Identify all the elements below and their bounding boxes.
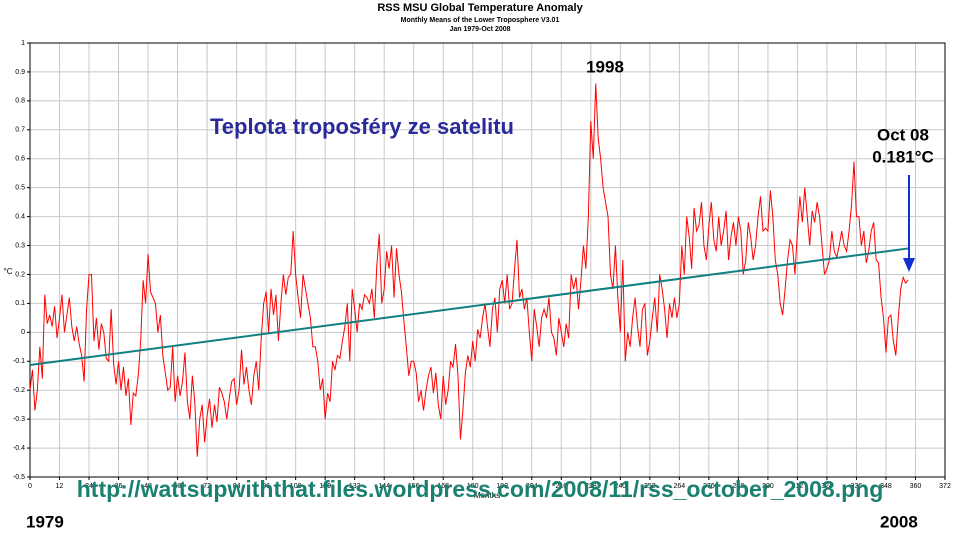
x-tick-label: 324 [821, 483, 833, 490]
x-tick-label: 216 [555, 483, 567, 490]
x-tick-label: 132 [349, 483, 361, 490]
x-tick-label: 264 [674, 483, 686, 490]
y-tick-label: 0.9 [15, 69, 25, 76]
y-axis-label: °C [4, 267, 13, 276]
x-tick-label: 252 [644, 483, 656, 490]
x-tick-label: 228 [585, 483, 597, 490]
date-range: Jan 1979-Oct 2008 [449, 26, 510, 33]
x-tick-label: 96 [262, 483, 270, 490]
y-tick-label: -0.4 [13, 445, 25, 452]
x-tick-label: 276 [703, 483, 715, 490]
x-axis-label: Months [474, 491, 500, 500]
x-tick-label: 372 [939, 483, 951, 490]
x-tick-label: 240 [614, 483, 626, 490]
annotation: 0.181°C [872, 147, 934, 166]
chart-subtitle: Monthly Means of the Lower Troposphere V… [401, 17, 560, 24]
annotation: 1998 [586, 57, 624, 76]
x-tick-label: 0 [28, 483, 32, 490]
x-tick-label: 360 [910, 483, 922, 490]
x-tick-label: 12 [56, 483, 64, 490]
x-tick-label: 60 [174, 483, 182, 490]
annotation: Oct 08 [877, 125, 929, 144]
y-tick-label: 0.1 [15, 300, 25, 307]
y-tick-label: 0 [21, 329, 25, 336]
y-tick-label: -0.2 [13, 387, 25, 394]
y-tick-label: 1 [21, 40, 25, 47]
y-tick-label: 0.7 [15, 127, 25, 134]
x-tick-label: 84 [233, 483, 241, 490]
y-tick-label: -0.1 [13, 358, 25, 365]
y-tick-label: 0.3 [15, 242, 25, 249]
x-tick-label: 108 [290, 483, 302, 490]
x-tick-label: 288 [733, 483, 745, 490]
y-tick-label: -0.5 [13, 474, 25, 481]
annotation: 2008 [880, 512, 918, 531]
annotation: http://wattsupwiththat.files.wordpress.c… [77, 476, 884, 502]
y-tick-label: 0.2 [15, 271, 25, 278]
arrow-head [903, 258, 915, 272]
annotation: 1979 [26, 512, 64, 531]
x-tick-label: 24 [85, 483, 93, 490]
x-tick-label: 36 [115, 483, 123, 490]
x-tick-label: 348 [880, 483, 892, 490]
x-tick-label: 336 [851, 483, 863, 490]
plot-background [30, 43, 945, 477]
plot-area: 0 12 24 36 48 60 72 84 96 108 120 132 144 156 168 180 19… [13, 40, 951, 490]
y-tick-label: 0.5 [15, 185, 25, 192]
y-tick-label: 0.6 [15, 156, 25, 163]
annotation: Teplota troposféry ze satelitu [210, 114, 514, 139]
x-tick-label: 156 [408, 483, 420, 490]
plot-border [29, 42, 946, 478]
y-tick-label: 0.8 [15, 98, 25, 105]
x-tick-label: 72 [203, 483, 211, 490]
x-tick-label: 192 [496, 483, 508, 490]
x-tick-label: 144 [378, 483, 390, 490]
data-line [29, 83, 909, 457]
x-tick-label: 312 [792, 483, 804, 490]
y-tick-label: -0.3 [13, 416, 25, 423]
y-tick-label: 0.4 [15, 213, 25, 220]
x-tick-label: 300 [762, 483, 774, 490]
x-tick-label: 168 [437, 483, 449, 490]
x-tick-label: 180 [467, 483, 479, 490]
chart-title: RSS MSU Global Temperature Anomaly [377, 2, 583, 14]
x-tick-label: 204 [526, 483, 538, 490]
trend-line [29, 247, 909, 367]
x-tick-label: 48 [144, 483, 152, 490]
x-tick-label: 120 [319, 483, 331, 490]
